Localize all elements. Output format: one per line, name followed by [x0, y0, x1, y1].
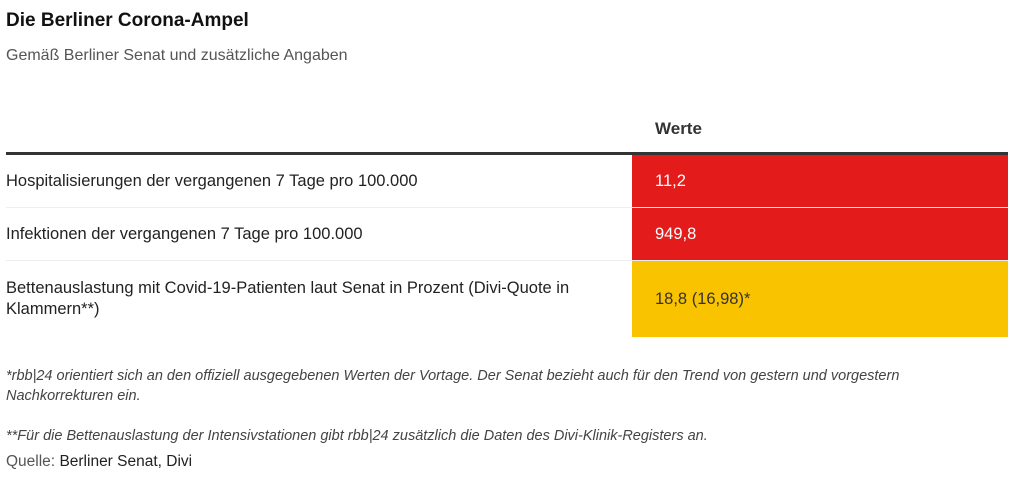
- source-value: Berliner Senat, Divi: [59, 453, 193, 470]
- row-label: Hospitalisierungen der vergangenen 7 Tag…: [6, 171, 418, 190]
- table-row: Hospitalisierungen der vergangenen 7 Tag…: [6, 155, 1008, 208]
- source-line: Quelle: Berliner Senat, Divi: [6, 453, 192, 471]
- table-row: Bettenauslastung mit Covid-19-Patienten …: [6, 261, 1008, 337]
- source-label: Quelle:: [6, 453, 56, 470]
- row-value: 949,8: [632, 208, 1008, 260]
- row-value: 11,2: [632, 155, 1008, 207]
- page-title: Die Berliner Corona-Ampel: [6, 10, 249, 31]
- row-value: 18,8 (16,98)*: [632, 261, 1008, 337]
- header-divider: [6, 152, 1008, 155]
- column-header-werte: Werte: [655, 119, 702, 138]
- row-label: Bettenauslastung mit Covid-19-Patienten …: [6, 279, 570, 318]
- footnote-1: *rbb|24 orientiert sich an den offiziell…: [6, 368, 900, 404]
- footnote-2: **Für die Bettenauslastung der Intensivs…: [6, 428, 708, 444]
- subtitle: Gemäß Berliner Senat und zusätzliche Ang…: [6, 47, 348, 64]
- row-label: Infektionen der vergangenen 7 Tage pro 1…: [6, 224, 363, 243]
- table-row: Infektionen der vergangenen 7 Tage pro 1…: [6, 208, 1008, 261]
